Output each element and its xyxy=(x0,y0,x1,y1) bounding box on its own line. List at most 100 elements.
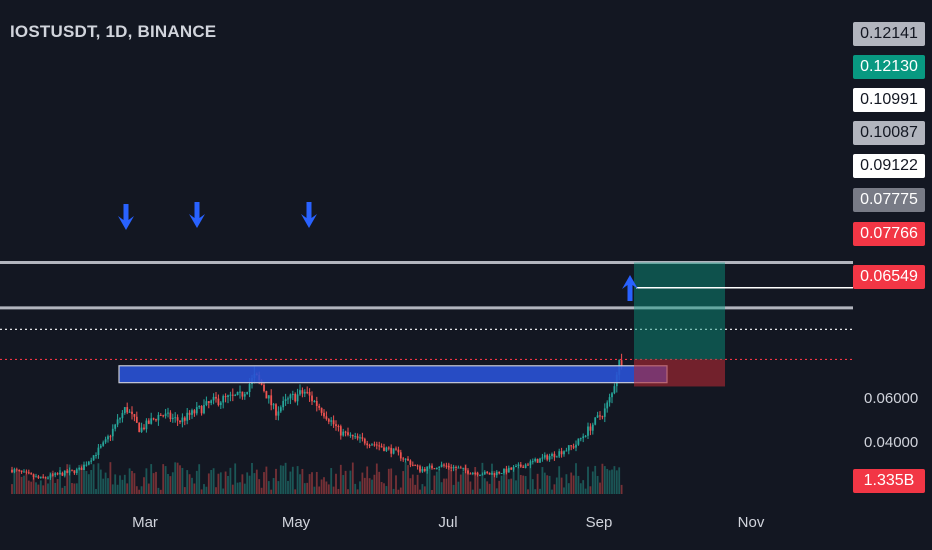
volume-bar xyxy=(61,487,64,494)
volume-bar xyxy=(39,480,42,494)
volume-bar xyxy=(71,483,73,494)
candle-body xyxy=(395,448,397,450)
candle-body xyxy=(447,465,450,468)
volume-bar xyxy=(462,471,465,494)
candle-body xyxy=(308,392,311,396)
volume-bar xyxy=(543,472,546,494)
time-tick-label: Mar xyxy=(132,514,158,531)
volume-bar xyxy=(572,475,575,494)
candle-body xyxy=(361,437,364,439)
volume-bar xyxy=(198,464,201,494)
candle-body xyxy=(164,413,167,417)
candle-body xyxy=(157,414,160,421)
price-badge: 0.06549 xyxy=(853,265,925,289)
stop-loss-zone[interactable] xyxy=(634,359,725,387)
volume-bar xyxy=(277,481,280,494)
candle-body xyxy=(392,448,395,454)
volume-bar xyxy=(330,468,333,494)
candle-body xyxy=(186,412,189,421)
candle-body xyxy=(546,455,549,460)
candle-body xyxy=(536,458,539,463)
volume-bar xyxy=(114,474,117,494)
price-tick-label: 0.06000 xyxy=(864,389,919,407)
candle-body xyxy=(339,426,342,436)
volume-bar xyxy=(282,465,285,494)
candle-body xyxy=(438,466,441,469)
profit-zone[interactable] xyxy=(634,262,725,360)
candle-body xyxy=(301,390,304,394)
candle-body xyxy=(423,469,426,471)
volume-bar xyxy=(354,483,357,494)
price-badge: 0.07775 xyxy=(853,188,925,212)
candle-body xyxy=(378,445,381,447)
candle-body xyxy=(111,428,114,437)
volume-bar xyxy=(397,489,400,494)
time-tick-label: Sep xyxy=(585,514,613,531)
volume-bar xyxy=(548,475,551,494)
candle-body xyxy=(299,390,301,395)
volume-bar xyxy=(215,487,217,494)
volume-bar xyxy=(517,466,520,494)
volume-bar xyxy=(260,487,263,494)
candle-body xyxy=(23,471,25,473)
candle-body xyxy=(205,401,208,406)
volume-bar xyxy=(303,483,306,494)
candle-body xyxy=(467,470,469,474)
volume-bar xyxy=(32,474,35,494)
volume-bar xyxy=(409,478,412,494)
candle-body xyxy=(507,467,510,473)
volume-bar xyxy=(567,483,570,494)
candle-body xyxy=(380,446,383,448)
candle-body xyxy=(162,415,165,417)
candle-body xyxy=(116,419,119,425)
candle-body xyxy=(433,468,436,470)
candle-body xyxy=(613,386,616,394)
candle-body xyxy=(371,444,373,446)
candle-body xyxy=(575,444,577,448)
candle-body xyxy=(390,447,393,454)
volume-bar xyxy=(507,479,510,494)
volume-bar xyxy=(111,484,114,494)
candle-body xyxy=(97,447,100,456)
candle-body xyxy=(323,412,325,417)
candle-body xyxy=(203,405,205,414)
candle-body xyxy=(503,468,505,474)
volume-bar xyxy=(306,482,309,494)
volume-bar xyxy=(205,486,208,494)
candle-body xyxy=(356,436,359,439)
volume-bar xyxy=(534,489,537,494)
candle-body xyxy=(344,431,347,433)
down-arrow-icon xyxy=(189,202,205,228)
support-zone-rectangle[interactable] xyxy=(118,365,668,384)
volume-bar xyxy=(92,464,95,494)
volume-bar xyxy=(594,465,597,494)
candle-body xyxy=(138,422,141,432)
volume-bar xyxy=(335,473,337,494)
candle-body xyxy=(159,414,162,416)
volume-bar xyxy=(68,464,71,494)
volume-bar xyxy=(219,472,222,494)
candle-body xyxy=(71,470,73,472)
candle-body xyxy=(582,436,585,439)
candle-body xyxy=(248,384,251,393)
volume-bar xyxy=(99,469,102,494)
volume-bar xyxy=(435,471,438,494)
candle-body xyxy=(462,467,465,469)
volume-bar xyxy=(603,466,606,494)
volume-bar xyxy=(591,471,594,494)
volume-bar xyxy=(428,466,431,494)
volume-bar xyxy=(565,474,568,494)
volume-bar xyxy=(337,488,340,494)
volume-bar xyxy=(193,483,196,494)
time-tick-label: May xyxy=(281,514,311,531)
volume-bar xyxy=(18,470,21,494)
volume-bar xyxy=(311,472,313,494)
volume-bar xyxy=(404,462,407,494)
volume-bar xyxy=(318,486,321,494)
volume-bar xyxy=(503,472,505,494)
candle-body xyxy=(59,472,61,475)
candle-body xyxy=(599,415,601,417)
volume-bar xyxy=(128,468,131,494)
candle-body xyxy=(147,420,150,424)
